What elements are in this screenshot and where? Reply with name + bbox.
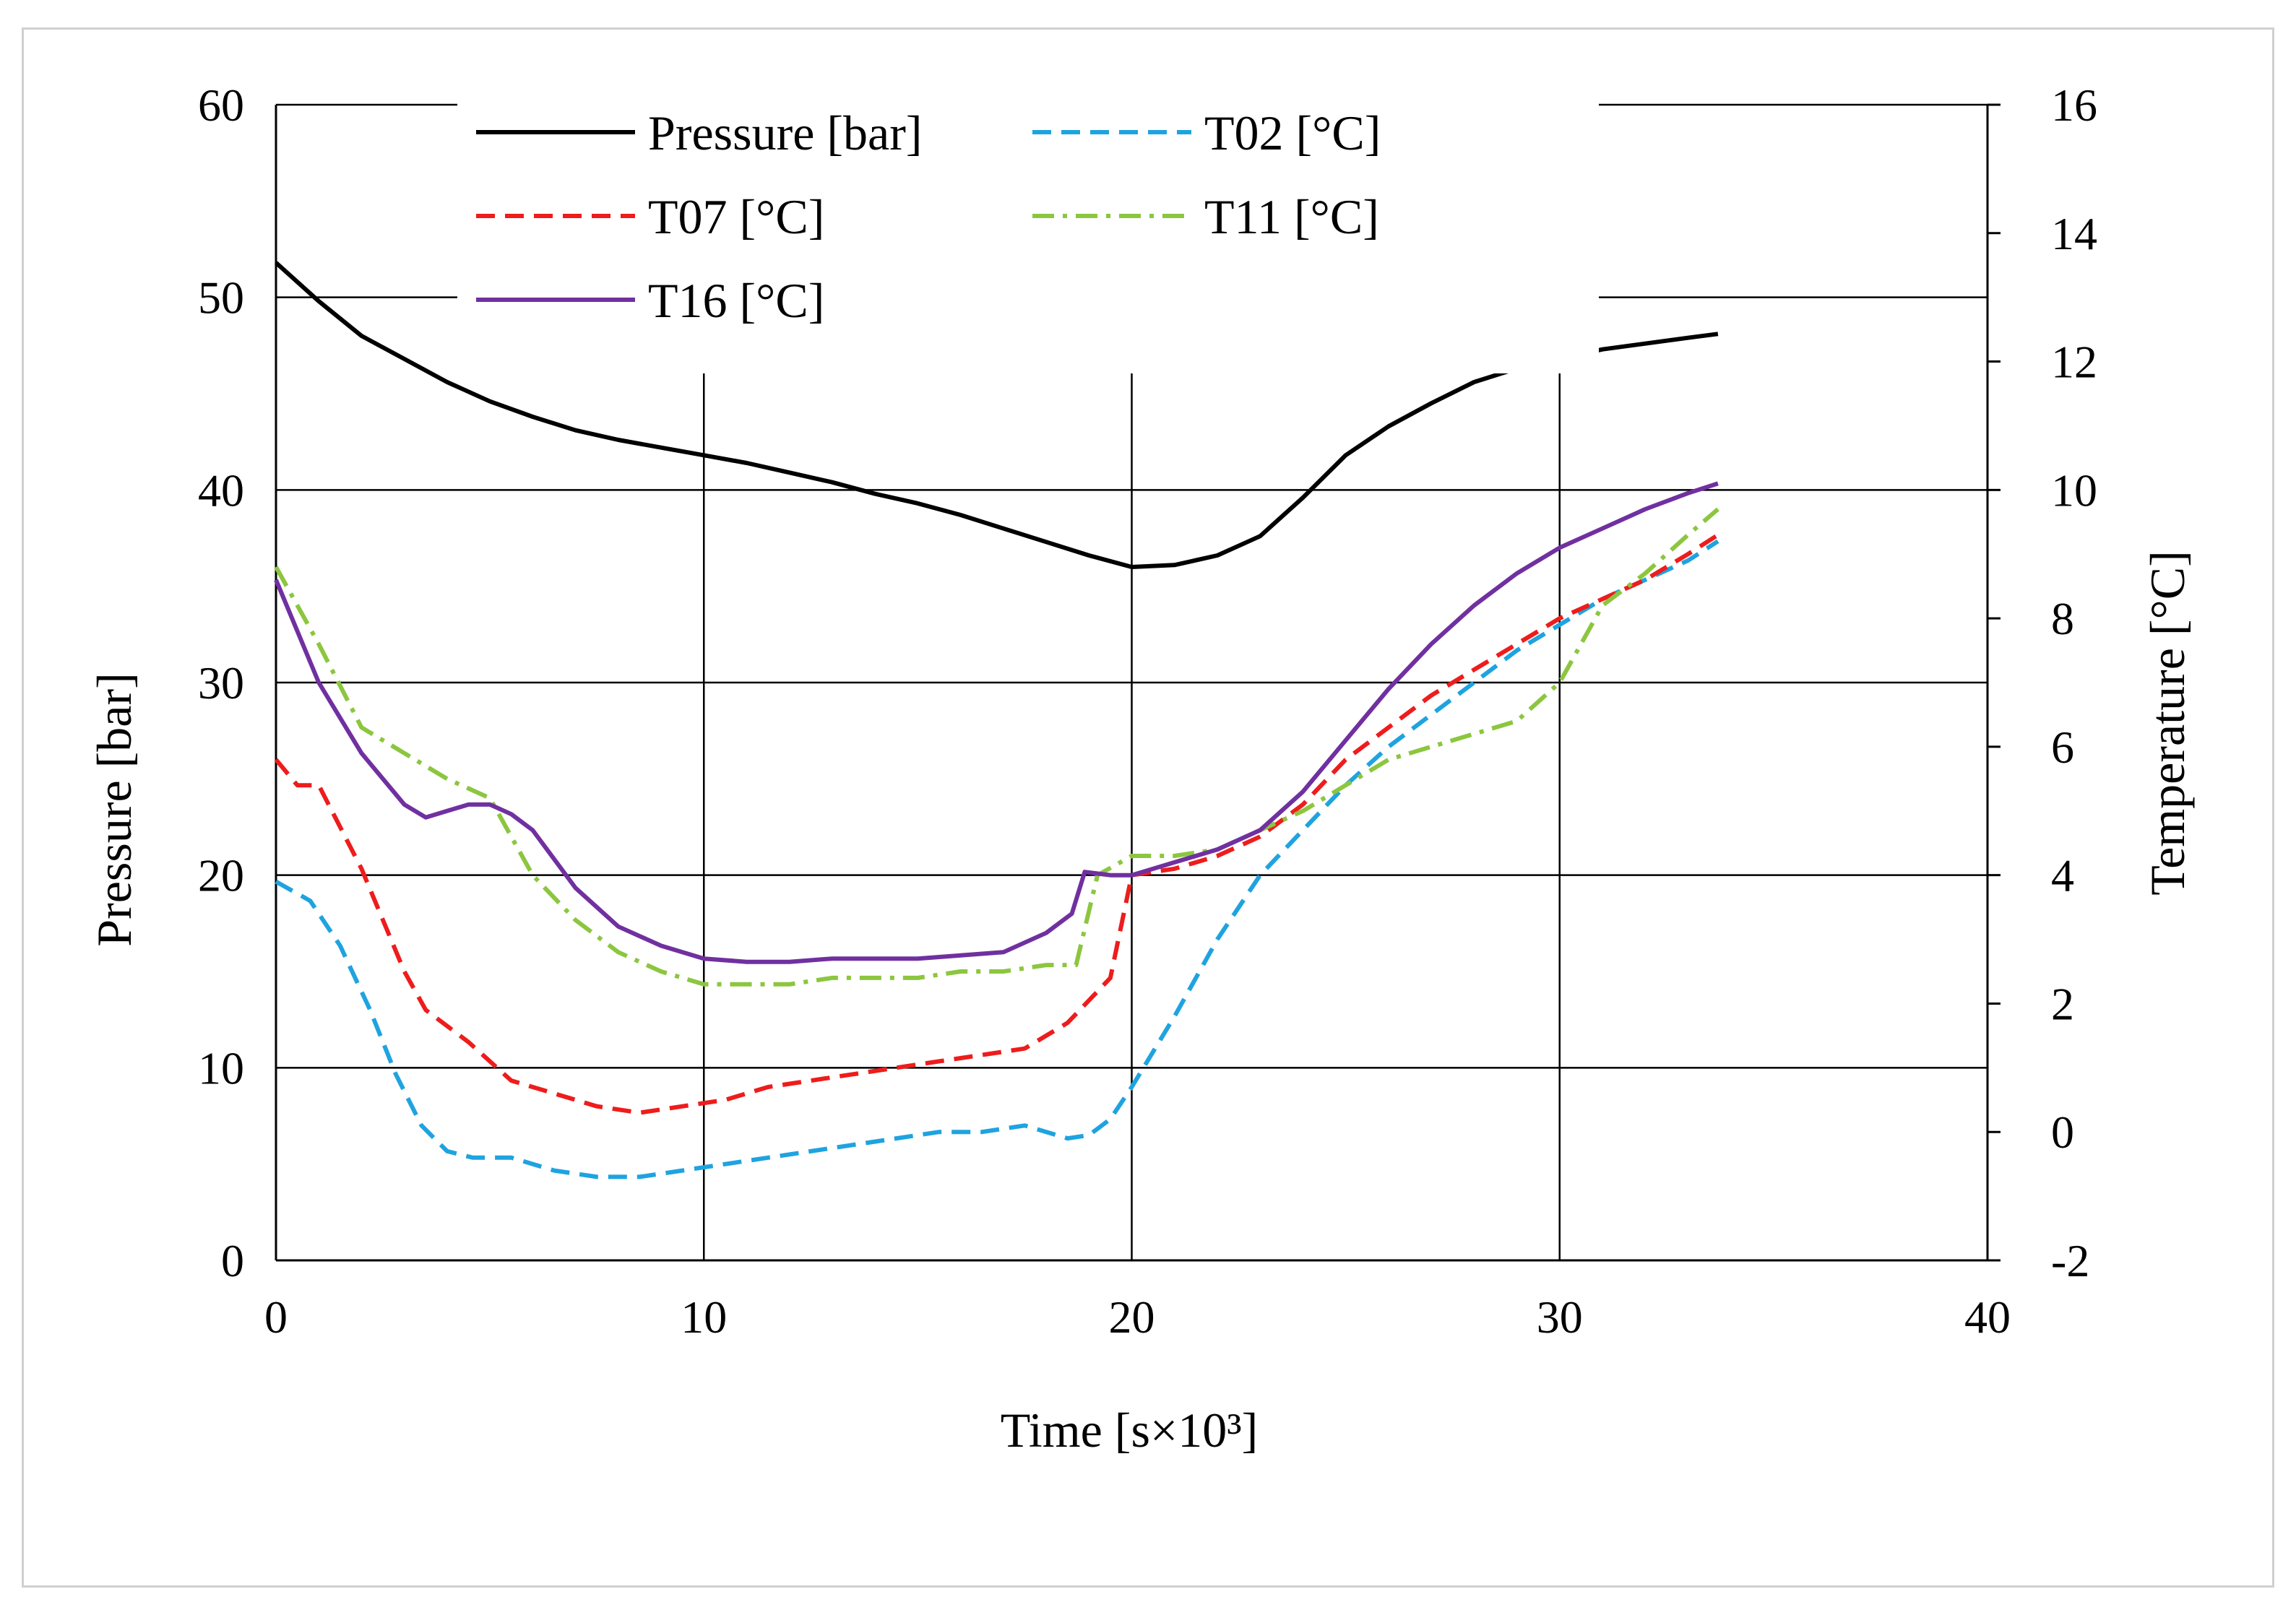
y-tick-labels: 0 10 20 30 40 50 60 (198, 79, 244, 1286)
y2-tick-label: 16 (2051, 79, 2097, 131)
series-lines (274, 261, 1719, 1179)
x-tick-label: 10 (681, 1291, 727, 1343)
x-tick-label: 30 (1537, 1291, 1583, 1343)
series-line-t11 (274, 507, 1719, 987)
y-tick-label: 30 (198, 657, 244, 709)
y2-tick-label: 6 (2051, 722, 2074, 773)
series-line-pressure (274, 261, 1719, 569)
y2-tick-labels: -2 0 2 4 6 8 10 12 14 16 (2051, 79, 2097, 1286)
legend-label: T11 [°C] (1204, 189, 1379, 244)
legend: Pressure [bar] T02 [°C] T07 [°C] T11 [°C] T1… (457, 99, 1599, 373)
legend-label: T02 [°C] (1204, 105, 1381, 160)
legend-label: T16 [°C] (648, 273, 824, 328)
y2-tick-label: 14 (2051, 208, 2097, 259)
y2-tick-label: 2 (2051, 978, 2074, 1029)
y2-tick-label: -2 (2051, 1235, 2089, 1286)
y2-tick-label: 8 (2051, 593, 2074, 644)
y-tick-label: 40 (198, 464, 244, 516)
y-tick-label: 20 (198, 850, 244, 901)
y-tick-label: 0 (221, 1235, 244, 1286)
axes (275, 103, 2001, 1262)
x-axis-label: Time [s×10³] (1001, 1403, 1259, 1458)
series-line-t02 (275, 539, 1719, 1179)
legend-label: T07 [°C] (648, 189, 824, 244)
y-tick-label: 60 (198, 79, 244, 131)
y-tick-label: 50 (198, 272, 244, 324)
y-axis-label: Pressure [bar] (87, 672, 142, 947)
y2-axis-label: Temperature [°C] (2140, 550, 2195, 895)
y2-tick-label: 12 (2051, 337, 2097, 388)
x-tick-label: 40 (1964, 1291, 2011, 1343)
x-tick-label: 0 (264, 1291, 288, 1343)
figure-frame: 0 10 20 30 40 0 10 20 30 40 50 60 -2 0 2 4 6 8 10 12 14 16 … (22, 27, 2274, 1588)
y2-tick-label: 10 (2051, 464, 2097, 516)
legend-box (457, 99, 1599, 373)
x-tick-labels: 0 10 20 30 40 (264, 1291, 2011, 1343)
series-line-t07 (274, 533, 1719, 1115)
y-tick-label: 10 (198, 1042, 244, 1094)
series-line-t16 (274, 481, 1719, 964)
legend-label: Pressure [bar] (648, 105, 923, 160)
x-tick-label: 20 (1109, 1291, 1155, 1343)
y2-tick-label: 0 (2051, 1107, 2074, 1158)
y2-tick-label: 4 (2051, 850, 2074, 901)
